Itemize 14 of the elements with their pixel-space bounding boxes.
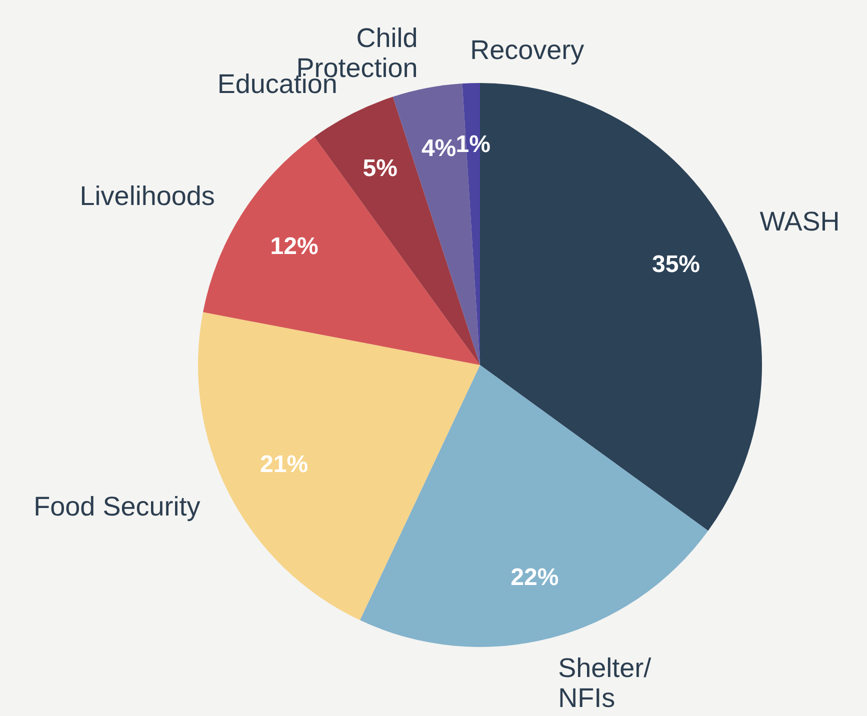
data-label: 35%	[652, 251, 700, 278]
slice-label: WASH	[760, 206, 840, 236]
data-label: 1%	[456, 131, 490, 158]
data-label: 12%	[270, 233, 318, 260]
pie-slice	[360, 365, 708, 646]
data-label: 5%	[362, 155, 398, 182]
slice-label: Food Security	[34, 492, 201, 522]
data-label: 22%	[510, 564, 559, 592]
slice-label: Livelihoods	[80, 180, 215, 211]
slice-label: Recovery	[470, 35, 585, 66]
pie-slice	[198, 312, 480, 620]
data-label: 21%	[260, 450, 308, 478]
slice-label: Shelter/ NFIs	[558, 653, 652, 714]
data-label: 4%	[421, 134, 456, 162]
